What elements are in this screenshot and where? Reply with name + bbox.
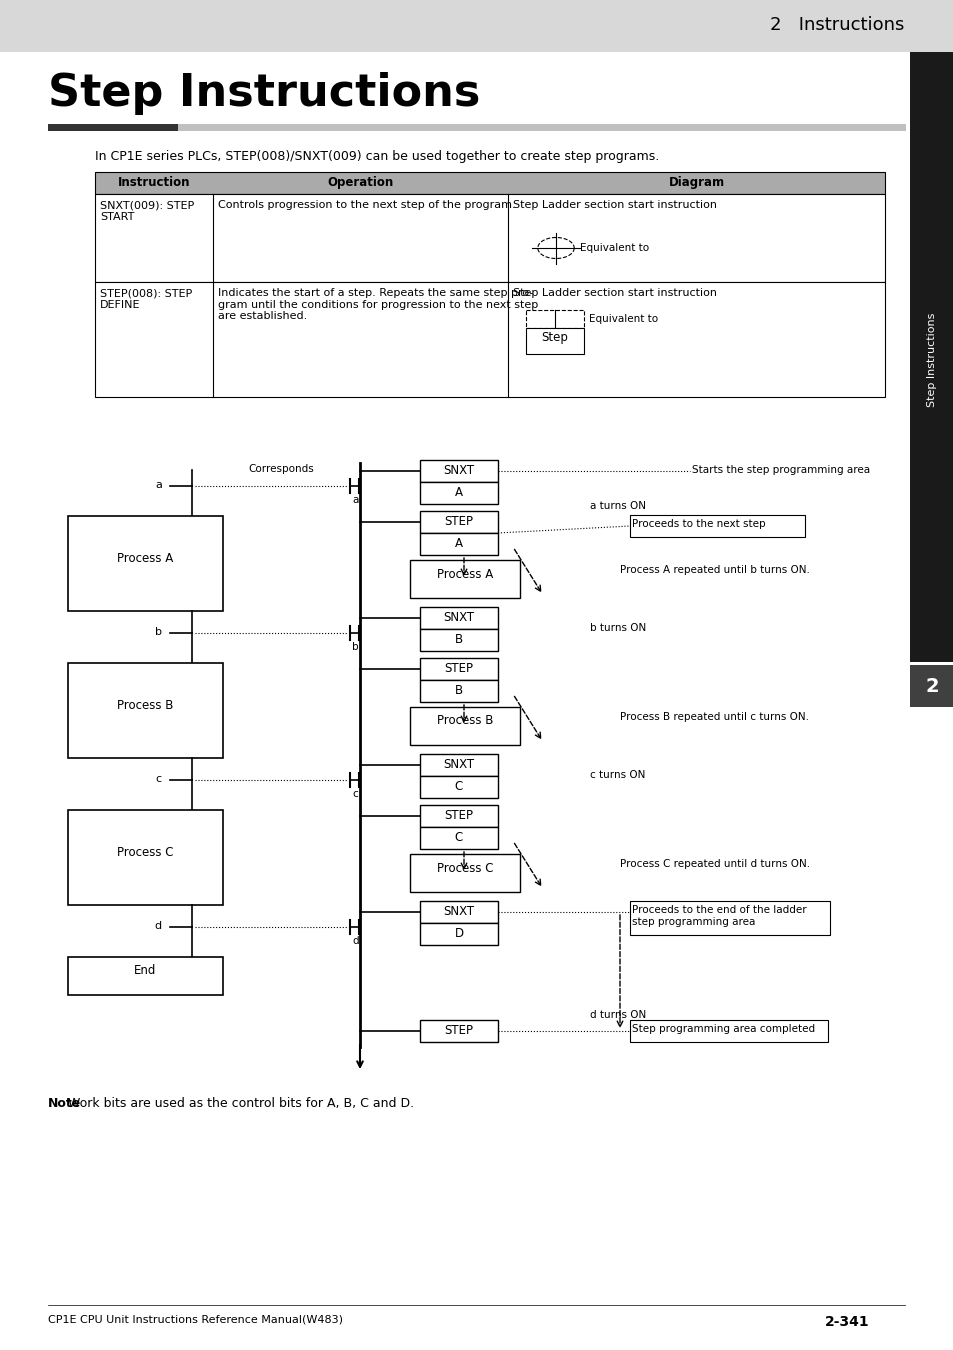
FancyBboxPatch shape (419, 828, 497, 849)
Text: Controls progression to the next step of the program.: Controls progression to the next step of… (218, 200, 515, 211)
FancyBboxPatch shape (419, 629, 497, 651)
Text: d: d (154, 921, 162, 931)
FancyBboxPatch shape (629, 900, 829, 936)
Text: c turns ON: c turns ON (589, 769, 644, 780)
Text: 2-341: 2-341 (824, 1315, 869, 1328)
Text: Proceeds to the end of the ladder
step programming area: Proceeds to the end of the ladder step p… (631, 904, 806, 926)
Text: Starts the step programming area: Starts the step programming area (691, 464, 869, 475)
FancyBboxPatch shape (68, 810, 223, 905)
Text: A: A (455, 537, 462, 549)
Text: STEP(008): STEP
DEFINE: STEP(008): STEP DEFINE (100, 288, 193, 309)
Text: B: B (455, 633, 462, 647)
FancyBboxPatch shape (410, 560, 519, 598)
FancyBboxPatch shape (525, 328, 583, 354)
Text: Proceeds to the next step: Proceeds to the next step (631, 518, 765, 529)
Text: a turns ON: a turns ON (589, 501, 645, 512)
FancyBboxPatch shape (68, 516, 223, 612)
FancyBboxPatch shape (68, 663, 223, 757)
FancyBboxPatch shape (95, 171, 884, 194)
FancyBboxPatch shape (419, 900, 497, 923)
FancyBboxPatch shape (410, 707, 519, 745)
Text: SNXT: SNXT (443, 904, 474, 918)
Text: a: a (155, 481, 162, 490)
Text: d turns ON: d turns ON (589, 1010, 645, 1021)
Text: a: a (352, 495, 358, 505)
FancyBboxPatch shape (629, 1021, 827, 1042)
FancyBboxPatch shape (410, 855, 519, 892)
Text: Instruction: Instruction (117, 176, 190, 189)
Text: d: d (352, 936, 358, 946)
FancyBboxPatch shape (419, 680, 497, 702)
Text: Process B repeated until c turns ON.: Process B repeated until c turns ON. (619, 711, 808, 722)
Text: Process B: Process B (117, 699, 173, 711)
Text: Process A: Process A (436, 567, 493, 580)
FancyBboxPatch shape (419, 533, 497, 555)
Text: Diagram: Diagram (668, 176, 723, 189)
Text: Step Instructions: Step Instructions (926, 313, 936, 408)
FancyBboxPatch shape (419, 657, 497, 680)
Text: Equivalent to: Equivalent to (588, 315, 658, 324)
Text: Work bits are used as the control bits for A, B, C and D.: Work bits are used as the control bits f… (48, 1098, 414, 1110)
FancyBboxPatch shape (419, 460, 497, 482)
Text: 2: 2 (924, 676, 938, 695)
FancyBboxPatch shape (419, 755, 497, 776)
FancyBboxPatch shape (419, 923, 497, 945)
Text: Step Ladder section start instruction: Step Ladder section start instruction (513, 200, 717, 211)
Text: D: D (454, 927, 463, 940)
FancyBboxPatch shape (419, 776, 497, 798)
Text: STEP: STEP (444, 662, 473, 675)
Text: SNXT: SNXT (443, 757, 474, 771)
Text: End: End (134, 964, 156, 977)
FancyBboxPatch shape (95, 282, 884, 397)
Text: Process A: Process A (117, 552, 173, 566)
Text: Step Ladder section start instruction: Step Ladder section start instruction (513, 288, 717, 298)
FancyBboxPatch shape (419, 805, 497, 828)
Text: Indicates the start of a step. Repeats the same step pro-
gram until the conditi: Indicates the start of a step. Repeats t… (218, 288, 537, 321)
FancyBboxPatch shape (419, 512, 497, 533)
Text: Operation: Operation (327, 176, 394, 189)
Text: STEP: STEP (444, 1025, 473, 1037)
FancyBboxPatch shape (909, 53, 953, 662)
Text: Process A repeated until b turns ON.: Process A repeated until b turns ON. (619, 566, 809, 575)
Text: 2   Instructions: 2 Instructions (769, 16, 903, 34)
Text: B: B (455, 684, 462, 697)
Text: Equivalent to: Equivalent to (579, 243, 649, 252)
FancyBboxPatch shape (178, 124, 905, 131)
Text: b: b (154, 626, 162, 637)
FancyBboxPatch shape (48, 124, 178, 131)
Text: Step: Step (541, 331, 568, 344)
Text: In CP1E series PLCs, STEP(008)/SNXT(009) can be used together to create step pro: In CP1E series PLCs, STEP(008)/SNXT(009)… (95, 150, 659, 163)
Text: C: C (455, 832, 462, 844)
Text: c: c (352, 788, 357, 799)
Text: C: C (455, 780, 462, 792)
Text: CP1E CPU Unit Instructions Reference Manual(W483): CP1E CPU Unit Instructions Reference Man… (48, 1315, 343, 1324)
Text: SNXT: SNXT (443, 464, 474, 477)
Text: A: A (455, 486, 462, 500)
Text: SNXT: SNXT (443, 612, 474, 624)
Text: Note: Note (48, 1098, 81, 1110)
Text: SNXT(009): STEP
START: SNXT(009): STEP START (100, 200, 194, 221)
Text: c: c (155, 774, 162, 784)
Text: b turns ON: b turns ON (589, 622, 645, 633)
FancyBboxPatch shape (419, 482, 497, 504)
FancyBboxPatch shape (419, 608, 497, 629)
FancyBboxPatch shape (95, 194, 884, 282)
FancyBboxPatch shape (909, 666, 953, 707)
Text: b: b (352, 643, 358, 652)
Text: Step programming area completed: Step programming area completed (631, 1025, 814, 1034)
Text: STEP: STEP (444, 514, 473, 528)
Text: Process C: Process C (436, 861, 493, 875)
Text: Process B: Process B (436, 714, 493, 728)
FancyBboxPatch shape (0, 0, 953, 53)
Text: Process C: Process C (117, 846, 173, 859)
FancyBboxPatch shape (68, 957, 223, 995)
Text: Corresponds: Corresponds (248, 464, 314, 474)
Text: Step Instructions: Step Instructions (48, 72, 480, 115)
FancyBboxPatch shape (629, 514, 804, 537)
FancyBboxPatch shape (419, 1021, 497, 1042)
Text: Process C repeated until d turns ON.: Process C repeated until d turns ON. (619, 859, 809, 869)
Text: STEP: STEP (444, 809, 473, 822)
